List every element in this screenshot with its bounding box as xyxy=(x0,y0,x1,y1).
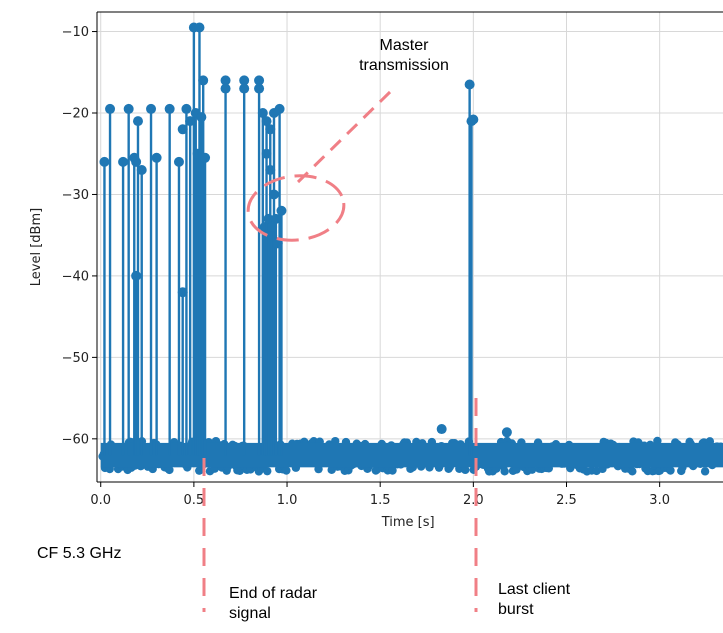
stem-marker xyxy=(200,152,211,163)
x-tick-label: 1.0 xyxy=(277,493,298,508)
annotation-last-client-burst: Last client burst xyxy=(498,581,571,618)
data-point xyxy=(177,124,188,135)
stem-marker xyxy=(151,152,162,163)
stem-marker xyxy=(105,103,116,114)
y-tick-label: −20 xyxy=(62,107,89,122)
noise-point xyxy=(165,465,174,475)
annotation-end-of-radar-signal: End of radar signal xyxy=(229,585,318,622)
master-pointer-line xyxy=(296,90,392,184)
stem-marker xyxy=(136,165,147,176)
stem-marker xyxy=(164,103,175,114)
y-axis-label: Level [dBm] xyxy=(29,208,44,286)
stem-marker xyxy=(254,75,265,86)
y-tick-label: −30 xyxy=(62,188,89,203)
stem-marker xyxy=(99,156,110,167)
data-point xyxy=(267,222,278,233)
x-tick-label: 0.5 xyxy=(184,493,205,508)
stem-marker xyxy=(118,156,129,167)
y-tick-label: −60 xyxy=(62,432,89,447)
y-tick-label: −10 xyxy=(62,25,89,40)
y-tick-label: −50 xyxy=(62,351,89,366)
stem-marker xyxy=(173,156,184,167)
data-point xyxy=(501,427,512,438)
stem-marker xyxy=(239,75,250,86)
stem-marker xyxy=(185,116,196,127)
noise-point xyxy=(512,465,521,474)
stem-marker xyxy=(270,213,281,224)
x-tick-label: 2.0 xyxy=(463,493,484,508)
stem-marker xyxy=(132,116,143,127)
data-point xyxy=(220,83,231,94)
stem-marker xyxy=(177,287,188,298)
stem-marker xyxy=(131,270,142,281)
stem-marker xyxy=(265,124,276,135)
stem-marker xyxy=(257,108,268,119)
noise-point xyxy=(628,467,637,476)
data-point xyxy=(268,189,279,200)
stem-marker xyxy=(181,103,192,114)
data-point xyxy=(261,148,272,159)
x-tick-label: 2.5 xyxy=(556,493,577,508)
data-point xyxy=(254,83,265,94)
annotation-center-frequency: CF 5.3 GHz xyxy=(37,545,122,562)
stem-marker xyxy=(274,103,285,114)
noise-point xyxy=(666,466,675,475)
noise-point xyxy=(461,465,470,475)
stem-marker xyxy=(276,205,287,216)
stem-marker xyxy=(261,116,272,127)
data-point xyxy=(239,83,250,94)
stem-marker xyxy=(196,112,207,123)
stem-marker xyxy=(464,79,475,90)
data-point xyxy=(131,156,142,167)
noise-point xyxy=(282,466,291,475)
data-point xyxy=(436,424,447,435)
noise-point xyxy=(388,466,397,475)
stem-marker xyxy=(123,103,134,114)
stem-marker xyxy=(198,75,209,86)
data-point xyxy=(468,114,479,125)
master-highlight-ellipse xyxy=(246,174,346,242)
noise-point xyxy=(700,467,710,476)
noise-point xyxy=(500,467,509,476)
stem-marker xyxy=(146,103,157,114)
noise-point xyxy=(263,466,272,476)
data-point xyxy=(265,165,276,176)
x-tick-label: 0.0 xyxy=(90,493,111,508)
x-tick-label: 1.5 xyxy=(370,493,391,508)
x-axis-label: Time [s] xyxy=(381,515,435,530)
y-tick-label: −40 xyxy=(62,269,89,284)
x-tick-label: 3.0 xyxy=(649,493,670,508)
stem-marker xyxy=(194,22,205,33)
data-point xyxy=(272,238,283,249)
stem-marker xyxy=(220,75,231,86)
annotation-master-transmission: Master transmission xyxy=(359,37,449,74)
